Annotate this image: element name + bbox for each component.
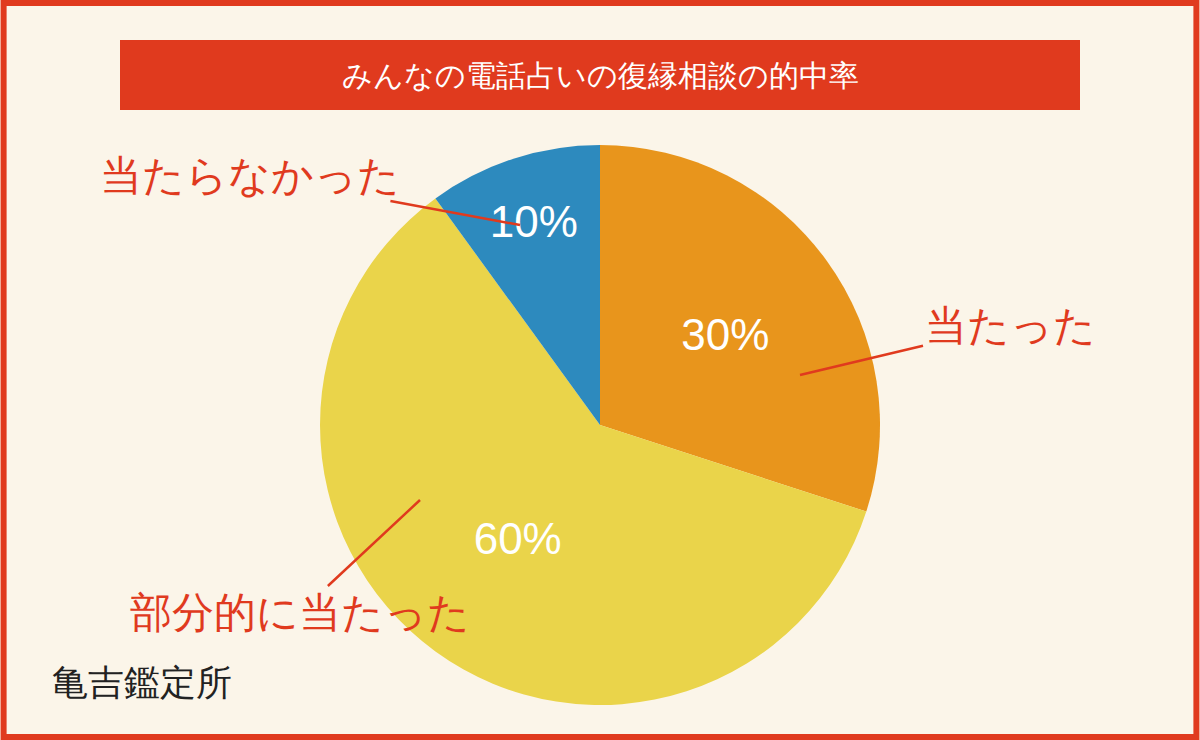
- svg-text:当たらなかった: 当たらなかった: [100, 151, 400, 200]
- svg-text:みんなの電話占いの復縁相談の的中率: みんなの電話占いの復縁相談の的中率: [342, 58, 859, 93]
- svg-text:部分的に当たった: 部分的に当たった: [130, 588, 470, 637]
- svg-text:60%: 60%: [474, 514, 562, 563]
- svg-text:10%: 10%: [490, 197, 578, 246]
- svg-text:30%: 30%: [681, 310, 769, 359]
- svg-text:当たった: 当たった: [925, 301, 1096, 350]
- svg-text:亀吉鑑定所: 亀吉鑑定所: [52, 662, 232, 703]
